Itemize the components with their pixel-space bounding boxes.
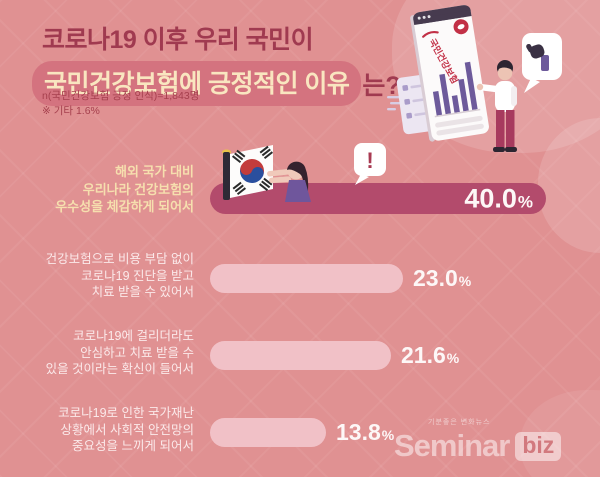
flag-scene-illustration: ! xyxy=(222,143,386,202)
exclamation-text: ! xyxy=(366,148,373,173)
label-line: 건강보험으로 비용 부담 없이 xyxy=(45,252,194,266)
report-illustration: 국민건강보험 xyxy=(387,5,562,152)
value-label: 40.0% xyxy=(464,183,533,213)
trigram-icons xyxy=(231,145,274,196)
title-line1: 코로나19 이후 우리 국민이 xyxy=(42,26,314,54)
bar xyxy=(210,341,391,370)
other-note-text: ※ 기타 1.6% xyxy=(42,105,100,117)
bar-label-4: 코로나19로 인한 국가재난 상황에서 사회적 안전망의 중요성을 느끼게 되어… xyxy=(22,405,194,455)
value-label: 13.8% xyxy=(336,419,395,445)
label-line: 우리나라 건강보험의 xyxy=(82,181,194,197)
label-line: 코로나19로 인한 국가재난 xyxy=(58,406,194,420)
label-line: 우수성을 체감하게 되어서 xyxy=(55,199,194,214)
exclamation-bubble-icon: ! xyxy=(354,143,386,185)
label-line: 안심하고 치료 받을 수 xyxy=(80,345,194,360)
label-line: 치료 받을 수 있어서 xyxy=(91,285,194,299)
watermark-badge: biz xyxy=(515,431,562,461)
bar-label-3: 코로나19에 걸리더라도 안심하고 치료 받을 수 있을 것이라는 확신이 들어… xyxy=(22,328,194,378)
label-line: 상황에서 사회적 안전망의 xyxy=(60,422,194,437)
bar-row: 13.8% xyxy=(210,418,394,447)
value-label: 21.6% xyxy=(401,342,460,368)
value-label: 23.0% xyxy=(413,265,472,291)
sample-note: n(국민건강보험 긍정 인식)=1,843명 ※ 기타 1.6% xyxy=(42,89,199,119)
watermark: 기분좋은 변화뉴스 Seminar biz xyxy=(394,417,562,464)
label-line: 코로나19에 걸리더라도 xyxy=(73,329,194,343)
label-line: 있을 것이라는 확신이 들어서 xyxy=(45,362,194,376)
title-line2: 국민건강보험에 긍정적인 이유 는? xyxy=(32,61,401,106)
bar-label-1: 해외 국가 대비 우리나라 건강보험의 우수성을 체감하게 되어서 xyxy=(22,163,194,216)
health-insurance-report: 국민건강보험 xyxy=(410,5,489,142)
woman-illustration xyxy=(267,161,311,202)
page-title: 코로나19 이후 우리 국민이 국민건강보험에 긍정적인 이유 는? xyxy=(32,20,401,106)
man-illustration xyxy=(476,60,517,152)
taegeuk-icon xyxy=(240,159,264,183)
title-highlight-pill: 국민건강보험에 긍정적인 이유 xyxy=(32,61,362,106)
watermark-tagline: 기분좋은 변화뉴스 xyxy=(428,419,491,426)
speed-lines-icon xyxy=(387,96,401,111)
bar-row: 23.0% xyxy=(210,264,471,293)
stamp-icon xyxy=(453,19,469,35)
bar xyxy=(210,264,403,293)
bar-row: 21.6% xyxy=(210,341,459,370)
bar-label-2: 건강보험으로 비용 부담 없이 코로나19 진단을 받고 치료 받을 수 있어서 xyxy=(22,251,194,301)
label-line: 중요성을 느끼게 되어서 xyxy=(72,439,194,453)
title-highlight-text: 국민건강보험에 긍정적인 이유 xyxy=(44,70,350,98)
label-line: 해외 국가 대비 xyxy=(115,164,194,179)
sample-size-text: n(국민건강보험 긍정 인식)=1,843명 xyxy=(42,90,200,102)
label-line: 코로나19 진단을 받고 xyxy=(81,268,194,283)
thumbs-up-bubble-icon xyxy=(522,33,562,93)
title-suffix: 는? xyxy=(362,71,401,100)
watermark-brand: Seminar xyxy=(394,428,510,463)
korean-flag-icon xyxy=(222,145,274,200)
report-bar-chart-icon xyxy=(432,61,481,118)
bar xyxy=(210,418,326,447)
